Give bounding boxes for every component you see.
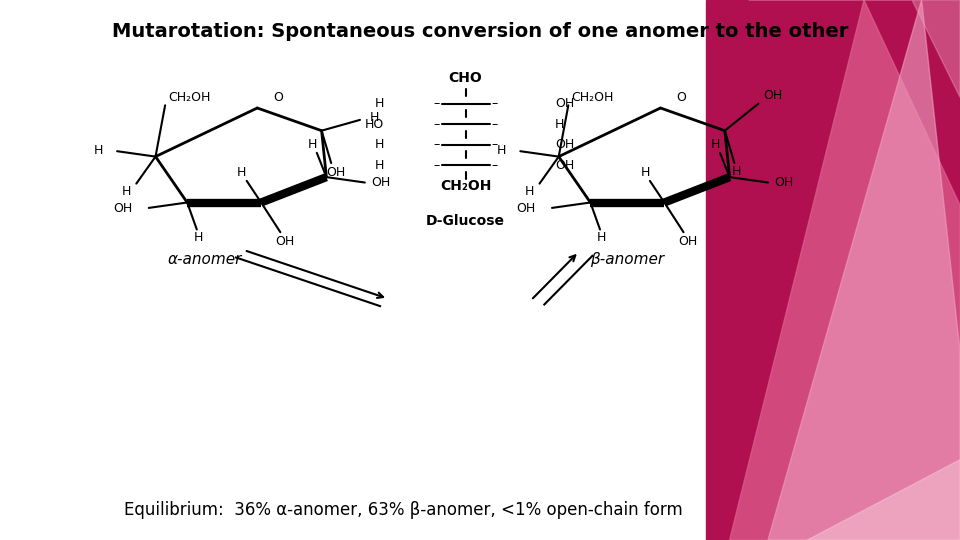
Text: Mutarotation: Spontaneous conversion of one anomer to the other: Mutarotation: Spontaneous conversion of …: [111, 22, 849, 40]
Text: H: H: [640, 166, 650, 179]
Text: OH: OH: [763, 89, 782, 102]
Text: O: O: [677, 91, 686, 104]
Text: OH: OH: [276, 235, 295, 248]
Text: H: H: [496, 144, 506, 157]
Text: OH: OH: [775, 176, 794, 189]
Text: HO: HO: [365, 118, 384, 131]
Polygon shape: [806, 459, 960, 540]
Text: β-anomer: β-anomer: [590, 252, 664, 267]
Polygon shape: [768, 0, 960, 540]
Text: –: –: [434, 159, 440, 172]
Text: H: H: [555, 118, 564, 131]
Text: CH₂OH: CH₂OH: [168, 91, 210, 104]
Text: –: –: [492, 159, 497, 172]
Text: H: H: [374, 138, 384, 151]
Text: H: H: [732, 165, 741, 178]
Text: OH: OH: [326, 166, 346, 179]
Text: –: –: [492, 138, 497, 151]
Text: –: –: [434, 138, 440, 151]
Polygon shape: [749, 0, 960, 97]
Text: OH: OH: [516, 202, 536, 215]
Text: OH: OH: [555, 97, 574, 110]
Text: CH₂OH: CH₂OH: [571, 91, 613, 104]
Text: CHO: CHO: [448, 71, 483, 85]
Text: OH: OH: [679, 235, 698, 248]
Text: D-Glucose: D-Glucose: [426, 214, 505, 228]
Polygon shape: [730, 0, 960, 540]
Text: H: H: [374, 97, 384, 110]
Text: –: –: [492, 97, 497, 110]
Text: CH₂OH: CH₂OH: [440, 179, 492, 193]
Text: H: H: [374, 159, 384, 172]
Text: OH: OH: [113, 202, 132, 215]
Text: –: –: [434, 118, 440, 131]
Text: H: H: [525, 185, 535, 198]
Text: H: H: [710, 138, 720, 151]
Text: O: O: [274, 91, 283, 104]
Text: H: H: [237, 166, 247, 179]
Text: OH: OH: [555, 159, 574, 172]
Text: α-anomer: α-anomer: [168, 252, 242, 267]
Text: –: –: [492, 118, 497, 131]
Text: OH: OH: [372, 176, 391, 189]
Text: H: H: [370, 111, 379, 124]
Text: –: –: [434, 97, 440, 110]
Text: H: H: [597, 231, 607, 244]
Text: OH: OH: [555, 138, 574, 151]
Text: H: H: [122, 185, 132, 198]
Text: H: H: [307, 138, 317, 151]
Polygon shape: [706, 0, 960, 540]
Text: H: H: [194, 231, 204, 244]
Text: Equilibrium:  36% α-anomer, 63% β-anomer, <1% open-chain form: Equilibrium: 36% α-anomer, 63% β-anomer,…: [124, 501, 683, 519]
Text: H: H: [93, 144, 103, 157]
